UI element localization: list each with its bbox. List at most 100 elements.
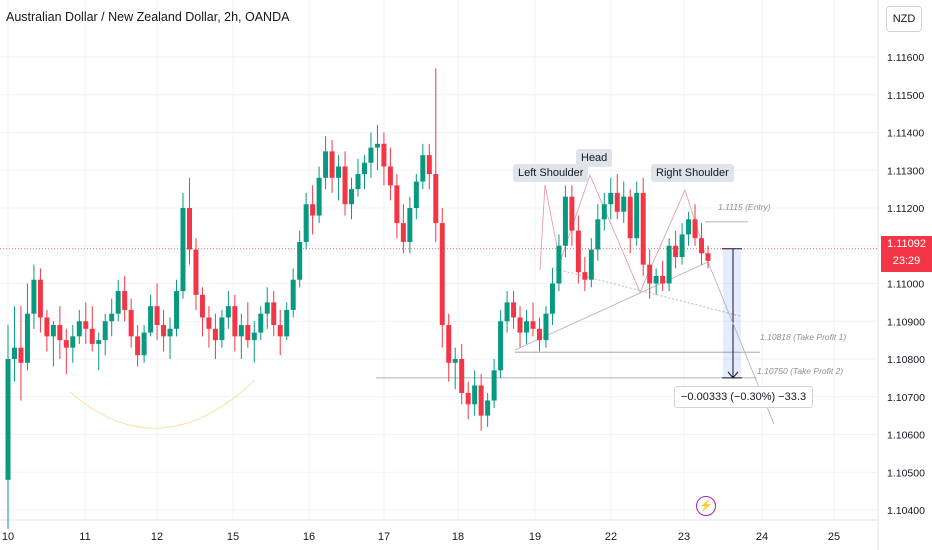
candle-body	[174, 291, 180, 329]
candle-body	[232, 306, 238, 337]
time-tick-label: 23	[678, 531, 690, 543]
candle-body	[394, 185, 400, 224]
candles	[5, 68, 711, 529]
candle-body	[569, 196, 575, 231]
dotted-projection	[551, 267, 741, 317]
candle-body	[400, 223, 406, 242]
candle-body	[699, 238, 705, 254]
candle-body	[472, 385, 478, 405]
candle-body	[614, 192, 620, 212]
candle-body	[413, 181, 419, 208]
candle-body	[83, 321, 89, 329]
time-tick-label: 17	[378, 531, 390, 543]
candle-body	[692, 219, 698, 239]
candle-body	[31, 279, 37, 314]
candle-body	[361, 162, 367, 175]
candle-body	[277, 325, 283, 337]
candle-body	[634, 192, 640, 239]
candle-body	[271, 302, 277, 326]
candle-body	[148, 306, 154, 333]
candle-body	[161, 325, 167, 337]
right-shoulder-label[interactable]: Right Shoulder	[651, 164, 734, 182]
price-tick-label: 1.11600	[887, 52, 924, 64]
candle-body	[180, 208, 186, 292]
tp1-note: 1.10818 (Take Profit 1)	[760, 332, 847, 342]
time-tick-label: 10	[2, 531, 14, 543]
candle-body	[89, 328, 95, 344]
candle-body	[504, 302, 510, 322]
candle-body	[264, 302, 270, 314]
time-tick-label: 19	[529, 531, 541, 543]
time-axis: 10 11 12 15 16 17 18 19 22 23 24 25	[2, 531, 840, 543]
lightning-icon[interactable]: ⚡	[696, 496, 716, 516]
candle-body	[530, 321, 536, 329]
candle-body	[122, 291, 128, 310]
candle-body	[63, 340, 69, 348]
candle-body	[212, 328, 218, 341]
candle-body	[705, 253, 711, 261]
candle-body	[562, 196, 568, 246]
price-tick-label: 1.10600	[887, 430, 925, 442]
head-label[interactable]: Head	[576, 149, 613, 167]
candle-body	[627, 196, 633, 239]
time-tick-label: 11	[79, 531, 90, 543]
candle-body	[355, 174, 361, 190]
candle-body	[37, 279, 43, 318]
candle-body	[206, 317, 212, 329]
price-tick-label: 1.11200	[887, 203, 924, 215]
candle-body	[621, 196, 627, 212]
candle-body	[524, 321, 530, 333]
candle-body	[640, 192, 646, 265]
time-tick-label: 12	[151, 531, 163, 543]
price-axis: 1.10400 1.10500 1.10600 1.10700 1.10800 1.109…	[887, 52, 925, 517]
candle-body	[601, 204, 607, 220]
candle-body	[290, 279, 296, 310]
candle-body	[96, 340, 102, 344]
candle-body	[245, 325, 251, 341]
tp2-note: 1.10750 (Take Profit 2)	[757, 366, 844, 376]
bar-countdown: 23:29	[892, 255, 921, 267]
price-tick-label: 1.10400	[887, 505, 925, 517]
candle-body	[316, 177, 322, 216]
price-tick-label: 1.10900	[887, 316, 925, 328]
candle-body	[258, 313, 264, 333]
candle-body	[549, 283, 555, 314]
candle-body	[11, 347, 17, 359]
candle-body	[608, 192, 614, 205]
price-tick-label: 1.11500	[887, 90, 924, 102]
candle-body	[459, 359, 465, 393]
candle-body	[446, 325, 452, 363]
candle-body	[420, 155, 426, 182]
candle-body	[310, 204, 316, 216]
candle-body	[251, 332, 257, 341]
candle-body	[225, 306, 231, 318]
candle-body	[193, 249, 199, 295]
candle-body	[76, 321, 82, 337]
candle-body	[342, 166, 348, 205]
candle-body	[673, 245, 679, 258]
candle-body	[439, 223, 445, 326]
candle-body	[102, 321, 108, 341]
candle-body	[336, 166, 342, 178]
candle-body	[199, 294, 205, 318]
time-tick-label: 24	[756, 531, 768, 543]
measure-readout: −0.00333 (−0.30%) −33.3	[674, 386, 814, 408]
candle-body	[653, 275, 659, 284]
candle-body	[543, 313, 549, 341]
left-shoulder-label[interactable]: Left Shoulder	[513, 164, 589, 182]
candle-body	[407, 208, 413, 242]
decorative-arc	[69, 379, 256, 429]
candle-body	[595, 219, 601, 250]
candle-body	[478, 385, 484, 416]
candle-body	[647, 264, 653, 284]
time-tick-label: 18	[452, 531, 464, 543]
time-tick-label: 16	[303, 531, 315, 543]
candle-body	[498, 321, 504, 371]
candle-body	[491, 370, 497, 401]
candle-body	[582, 272, 588, 280]
candle-body	[381, 143, 387, 167]
currency-button[interactable]: NZD	[886, 6, 922, 32]
time-tick-label: 15	[227, 531, 239, 543]
candle-body	[219, 317, 225, 341]
